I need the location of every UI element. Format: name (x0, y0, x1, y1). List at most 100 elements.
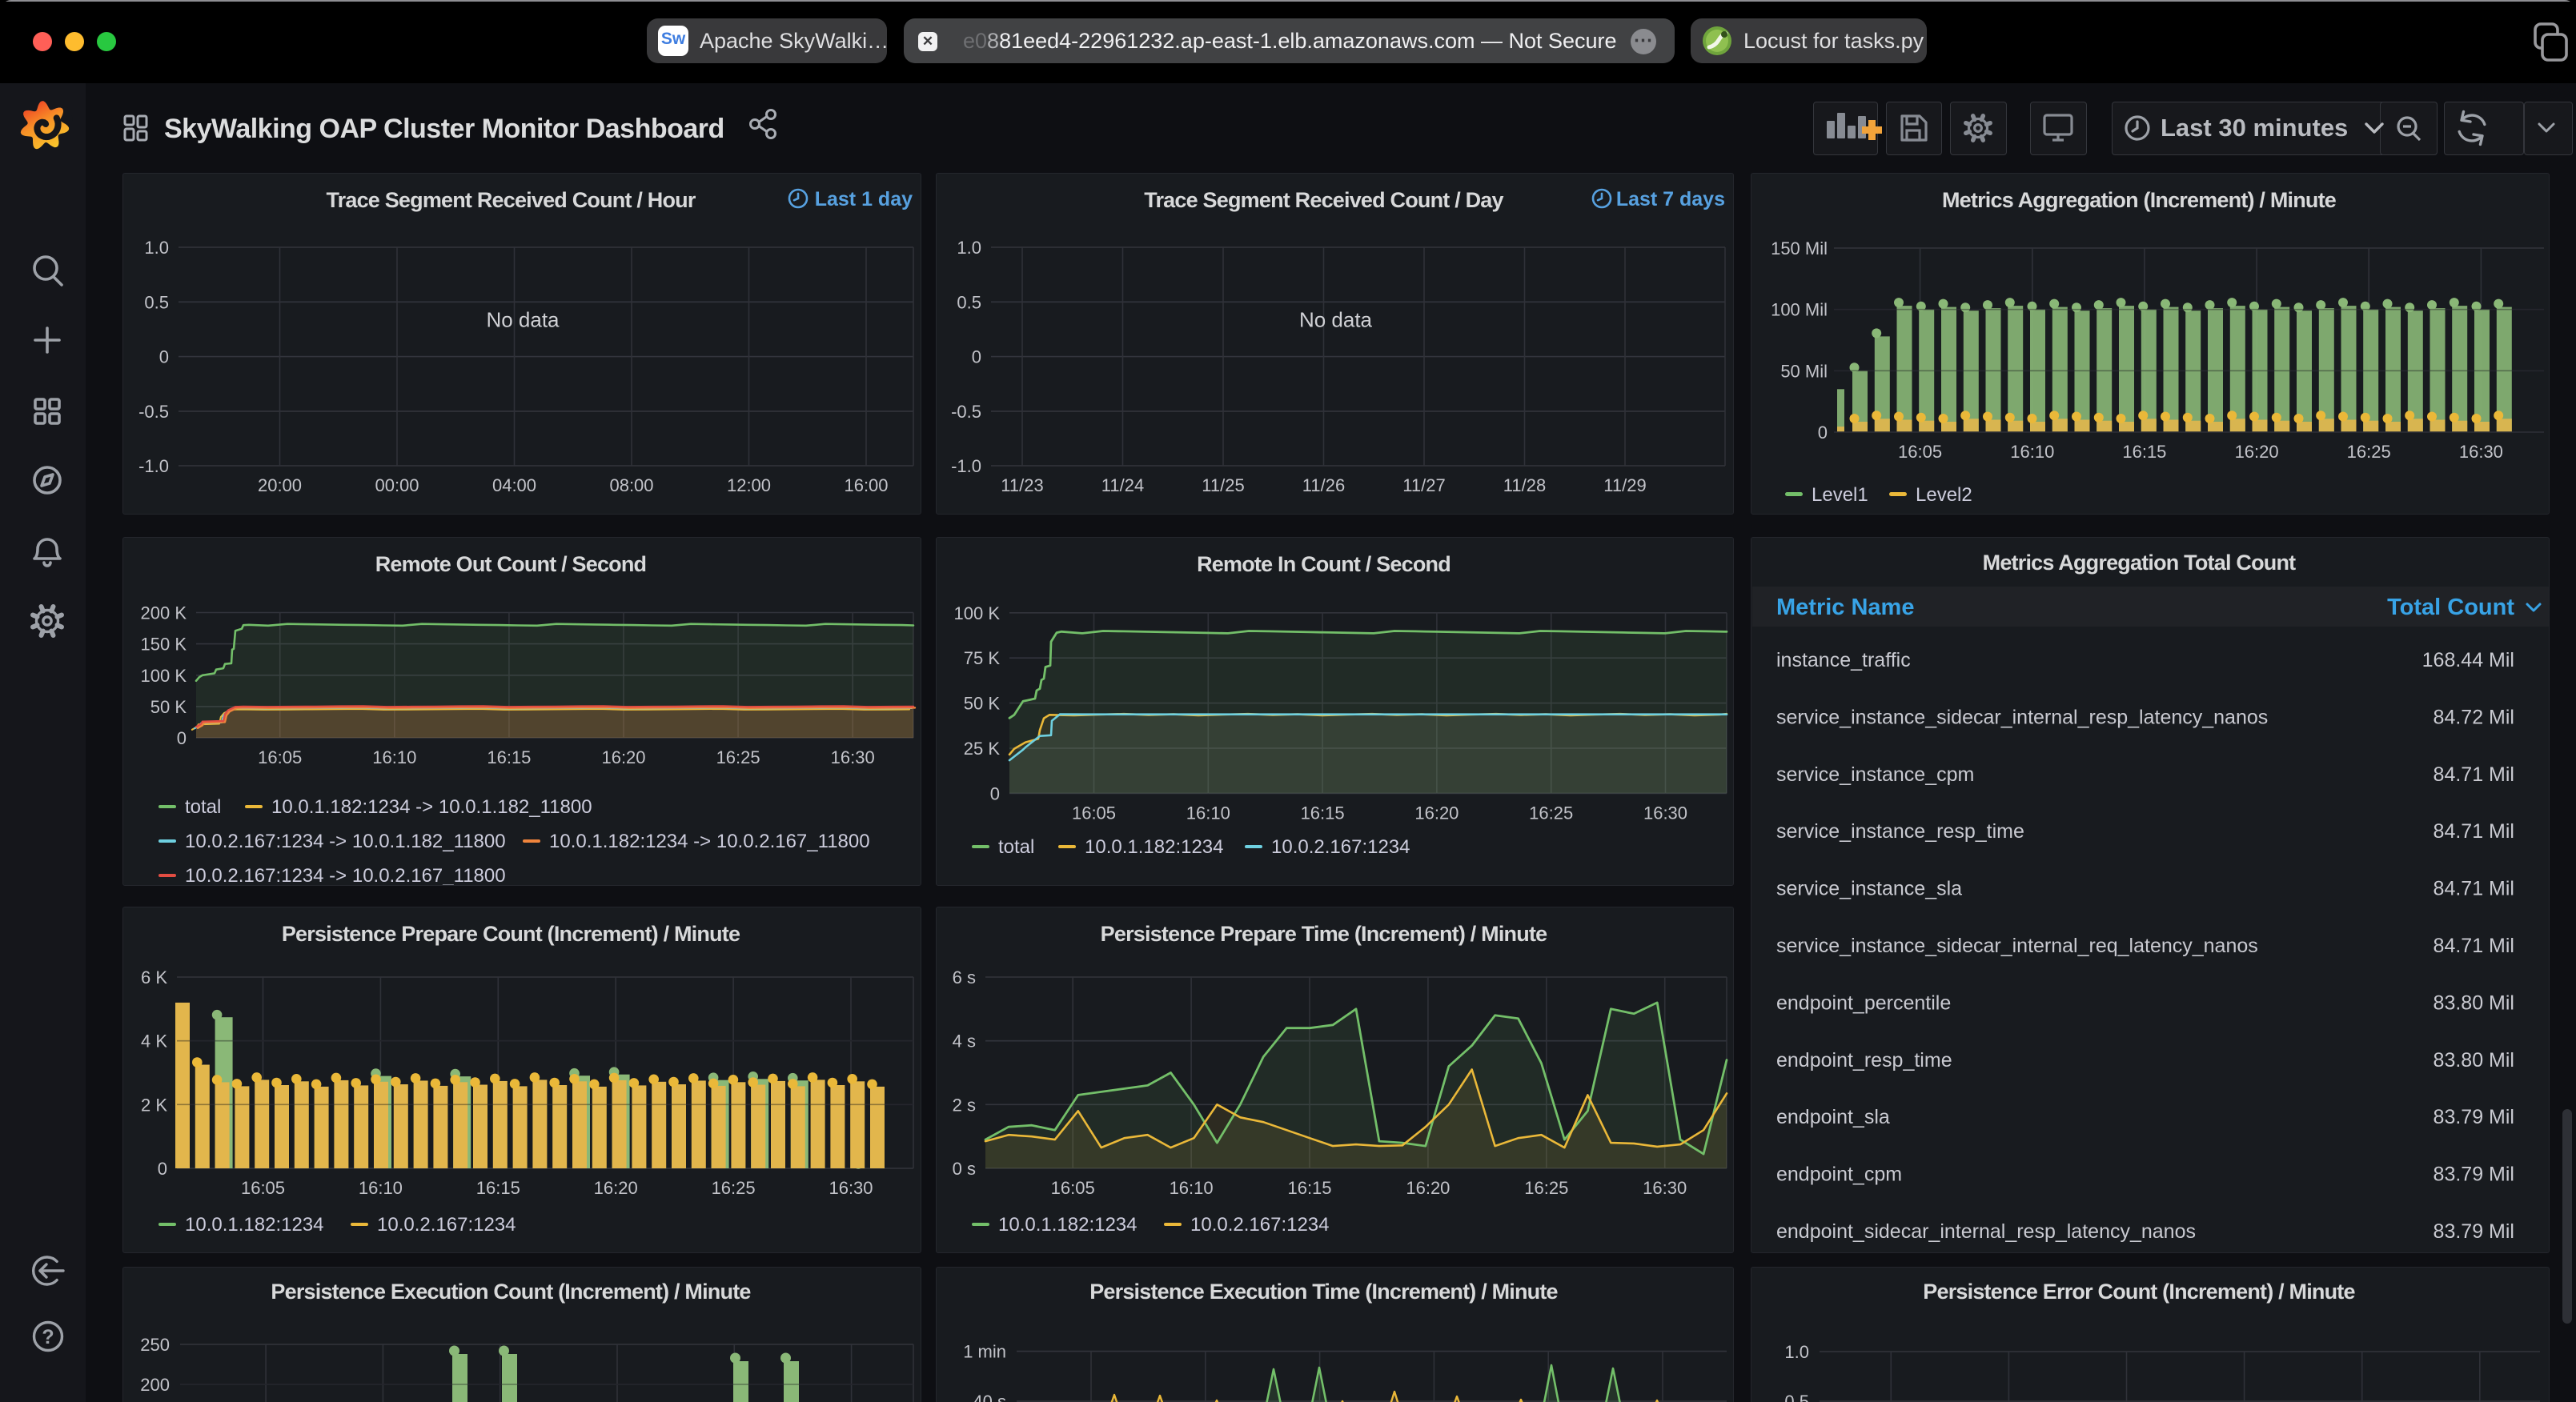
svg-text:endpoint_resp_time: endpoint_resp_time (1776, 1049, 1952, 1072)
svg-text:11/25: 11/25 (1202, 475, 1244, 495)
svg-text:16:10: 16:10 (359, 1178, 403, 1198)
svg-text:11/23: 11/23 (1001, 475, 1043, 495)
svg-text:service_instance_sla: service_instance_sla (1776, 878, 1962, 900)
svg-text:Level1: Level1 (1812, 484, 1868, 506)
svg-text:168.44 Mil: 168.44 Mil (2422, 649, 2514, 671)
svg-text:16:20: 16:20 (2235, 442, 2279, 462)
svg-text:16:00: 16:00 (844, 475, 888, 495)
svg-text:Trace Segment Received Count /: Trace Segment Received Count / Hour (326, 188, 696, 212)
svg-text:endpoint_sla: endpoint_sla (1776, 1106, 1890, 1128)
svg-text:10.0.2.167:1234: 10.0.2.167:1234 (377, 1214, 516, 1236)
svg-text:0.5: 0.5 (144, 292, 169, 312)
svg-text:83.79 Mil: 83.79 Mil (2434, 1164, 2514, 1186)
svg-text:4 K: 4 K (141, 1031, 167, 1052)
svg-text:16:30: 16:30 (831, 747, 875, 767)
svg-text:1.0: 1.0 (957, 238, 981, 258)
svg-text:16:10: 16:10 (1170, 1178, 1214, 1198)
svg-text:83.79 Mil: 83.79 Mil (2434, 1220, 2514, 1243)
svg-text:84.71 Mil: 84.71 Mil (2434, 878, 2514, 900)
svg-text:Trace Segment Received Count /: Trace Segment Received Count / Day (1144, 188, 1503, 212)
svg-text:16:25: 16:25 (1529, 803, 1573, 823)
svg-text:Persistence Prepare Time (Incr: Persistence Prepare Time (Increment) / M… (1101, 922, 1547, 946)
svg-text:100 K: 100 K (141, 666, 187, 686)
svg-text:1.0: 1.0 (144, 238, 169, 258)
svg-text:0.5: 0.5 (957, 292, 981, 312)
svg-text:10.0.1.182:1234: 10.0.1.182:1234 (1085, 836, 1224, 858)
svg-text:16:30: 16:30 (1643, 803, 1687, 823)
svg-text:16:05: 16:05 (258, 747, 302, 767)
svg-text:0: 0 (158, 1159, 167, 1179)
svg-text:service_instance_cpm: service_instance_cpm (1776, 763, 1974, 786)
svg-text:4 s: 4 s (953, 1031, 976, 1052)
svg-text:11/27: 11/27 (1402, 475, 1445, 495)
svg-text:11/29: 11/29 (1603, 475, 1646, 495)
svg-text:16:20: 16:20 (1414, 803, 1459, 823)
svg-text:Metrics Aggregation Total Coun: Metrics Aggregation Total Count (1983, 551, 2297, 575)
svg-text:50 Mil: 50 Mil (1780, 361, 1828, 381)
svg-text:service_instance_sidecar_inter: service_instance_sidecar_internal_resp_l… (1776, 706, 2268, 728)
svg-text:Remote Out Count / Second: Remote Out Count / Second (375, 552, 647, 576)
svg-text:16:15: 16:15 (1301, 803, 1345, 823)
svg-text:0 s: 0 s (953, 1159, 976, 1179)
svg-text:0: 0 (1818, 423, 1828, 443)
svg-text:150 Mil: 150 Mil (1771, 238, 1828, 258)
svg-text:10.0.1.182:1234: 10.0.1.182:1234 (185, 1214, 324, 1236)
svg-text:08:00: 08:00 (609, 475, 653, 495)
svg-text:total: total (998, 836, 1034, 858)
svg-text:75 K: 75 K (964, 648, 1001, 668)
svg-text:200: 200 (140, 1375, 170, 1395)
svg-text:83.80 Mil: 83.80 Mil (2434, 991, 2514, 1014)
svg-text:16:30: 16:30 (829, 1178, 873, 1198)
svg-text:100 K: 100 K (954, 603, 1001, 623)
svg-text:6 s: 6 s (953, 967, 976, 987)
svg-text:service_instance_sidecar_inter: service_instance_sidecar_internal_req_la… (1776, 935, 2258, 957)
svg-text:16:20: 16:20 (601, 747, 645, 767)
svg-text:Remote In Count / Second: Remote In Count / Second (1197, 552, 1451, 576)
svg-text:16:15: 16:15 (2122, 442, 2166, 462)
svg-text:SkyWalking OAP Cluster Monitor: SkyWalking OAP Cluster Monitor Dashboard (164, 114, 724, 144)
svg-text:Metric Name: Metric Name (1776, 595, 1914, 620)
svg-text:Last 1 day: Last 1 day (815, 188, 913, 210)
svg-text:Persistence Execution Time (In: Persistence Execution Time (Increment) /… (1089, 1280, 1558, 1304)
svg-text:10.0.2.167:1234 -> 10.0.2.167_: 10.0.2.167:1234 -> 10.0.2.167_11800 (185, 865, 506, 886)
svg-text:Persistence Prepare Count (Inc: Persistence Prepare Count (Increment) / … (282, 922, 740, 946)
svg-text:-0.5: -0.5 (138, 402, 169, 422)
svg-text:16:05: 16:05 (1051, 1178, 1095, 1198)
svg-text:50 K: 50 K (964, 694, 1001, 714)
svg-text:16:25: 16:25 (712, 1178, 756, 1198)
svg-text:0: 0 (972, 347, 981, 367)
svg-text:16:05: 16:05 (1072, 803, 1116, 823)
svg-text:16:15: 16:15 (476, 1178, 520, 1198)
svg-text:200 K: 200 K (141, 603, 187, 623)
svg-text:10.0.1.182:1234 -> 10.0.1.182_: 10.0.1.182:1234 -> 10.0.1.182_11800 (271, 796, 592, 818)
svg-text:16:05: 16:05 (1898, 442, 1942, 462)
svg-text:Last 7 days: Last 7 days (1616, 188, 1725, 210)
svg-text:endpoint_cpm: endpoint_cpm (1776, 1164, 1902, 1186)
svg-text:service_instance_resp_time: service_instance_resp_time (1776, 820, 2024, 843)
svg-text:1 min: 1 min (963, 1342, 1006, 1362)
svg-text:Metrics Aggregation (Increment: Metrics Aggregation (Increment) / Minute (1942, 188, 2337, 212)
svg-text:83.79 Mil: 83.79 Mil (2434, 1106, 2514, 1128)
svg-text:Persistence Execution Count (I: Persistence Execution Count (Increment) … (271, 1280, 751, 1304)
svg-text:25 K: 25 K (964, 739, 1001, 759)
svg-text:16:20: 16:20 (594, 1178, 638, 1198)
svg-text:10.0.1.182:1234 -> 10.0.2.167_: 10.0.1.182:1234 -> 10.0.2.167_11800 (549, 831, 870, 852)
svg-text:12:00: 12:00 (727, 475, 771, 495)
svg-text:16:25: 16:25 (716, 747, 760, 767)
svg-text:10.0.1.182:1234: 10.0.1.182:1234 (998, 1214, 1138, 1236)
svg-text:00:00: 00:00 (375, 475, 419, 495)
svg-text:50 K: 50 K (150, 697, 187, 717)
svg-text:2 s: 2 s (953, 1095, 976, 1115)
svg-text:16:15: 16:15 (487, 747, 531, 767)
svg-text:2 K: 2 K (141, 1095, 167, 1115)
svg-text:40 s: 40 s (973, 1392, 1006, 1402)
svg-text:11/24: 11/24 (1101, 475, 1144, 495)
svg-text:total: total (185, 796, 221, 818)
svg-text:6 K: 6 K (141, 967, 167, 987)
svg-text:endpoint_sidecar_internal_resp: endpoint_sidecar_internal_resp_latency_n… (1776, 1220, 2196, 1243)
svg-text:84.72 Mil: 84.72 Mil (2434, 706, 2514, 728)
svg-text:16:10: 16:10 (2010, 442, 2054, 462)
svg-text:0: 0 (990, 783, 1000, 803)
svg-text:instance_traffic: instance_traffic (1776, 649, 1911, 671)
svg-text:11/28: 11/28 (1503, 475, 1546, 495)
